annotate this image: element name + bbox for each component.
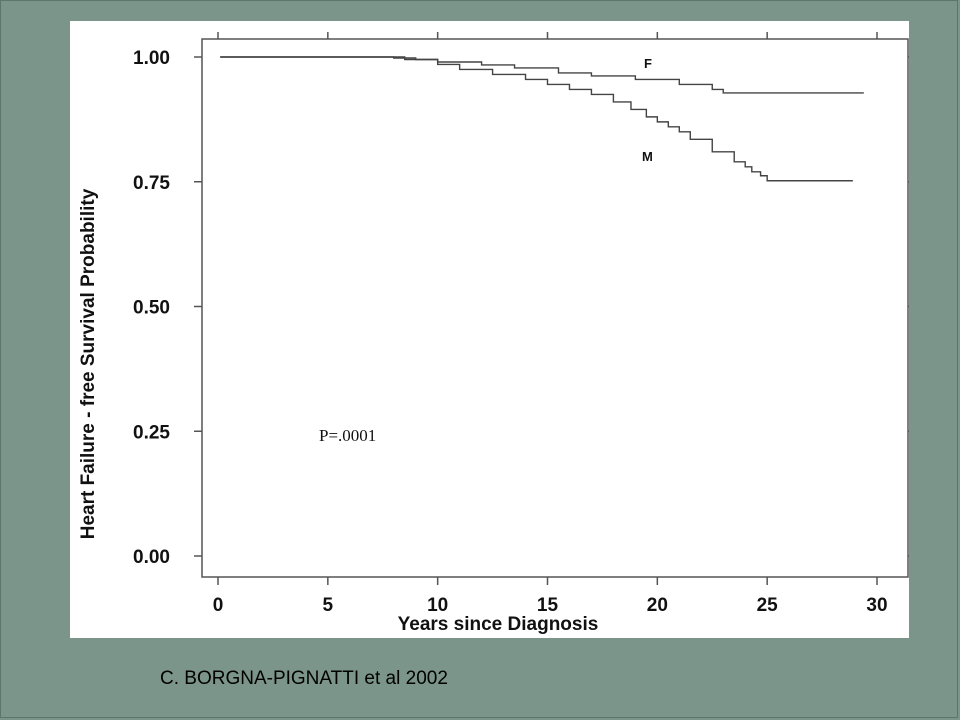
series-line-f xyxy=(220,56,864,94)
x-tick-label: 20 xyxy=(647,595,668,616)
x-tick-label: 0 xyxy=(213,595,224,616)
p-value-annotation: P=.0001 xyxy=(319,426,376,445)
y-tick-label: 0.75 xyxy=(133,173,170,194)
y-tick-label: 0.00 xyxy=(133,547,170,568)
x-tick-label: 25 xyxy=(757,595,779,616)
series-label-m: M xyxy=(642,149,653,164)
citation-text: C. BORGNA-PIGNATTI et al 2002 xyxy=(160,668,448,689)
plot-frame xyxy=(201,38,909,578)
x-axis-ticks: 0 5 10 15 20 25 30 xyxy=(213,32,888,616)
series-line-m xyxy=(220,56,853,182)
y-axis-title: Heart Failure - free Survival Probabilit… xyxy=(78,188,99,539)
survival-chart: 0.000.250.500.751.00 0 5 10 15 20 25 30 FM Yea… xyxy=(78,32,909,635)
x-axis-title: Years since Diagnosis xyxy=(398,614,599,635)
x-tick-label: 15 xyxy=(537,595,559,616)
series-group: FM xyxy=(220,56,864,182)
y-tick-label: 0.50 xyxy=(133,298,170,319)
x-tick-label: 5 xyxy=(323,595,334,616)
x-tick-label: 30 xyxy=(866,595,887,616)
series-label-f: F xyxy=(644,56,652,71)
y-tick-label: 0.25 xyxy=(133,422,170,443)
y-tick-label: 1.00 xyxy=(133,48,170,69)
x-tick-label: 10 xyxy=(427,595,448,616)
y-axis-ticks: 0.00 0.25 0.50 0.75 1.00 xyxy=(133,48,909,568)
